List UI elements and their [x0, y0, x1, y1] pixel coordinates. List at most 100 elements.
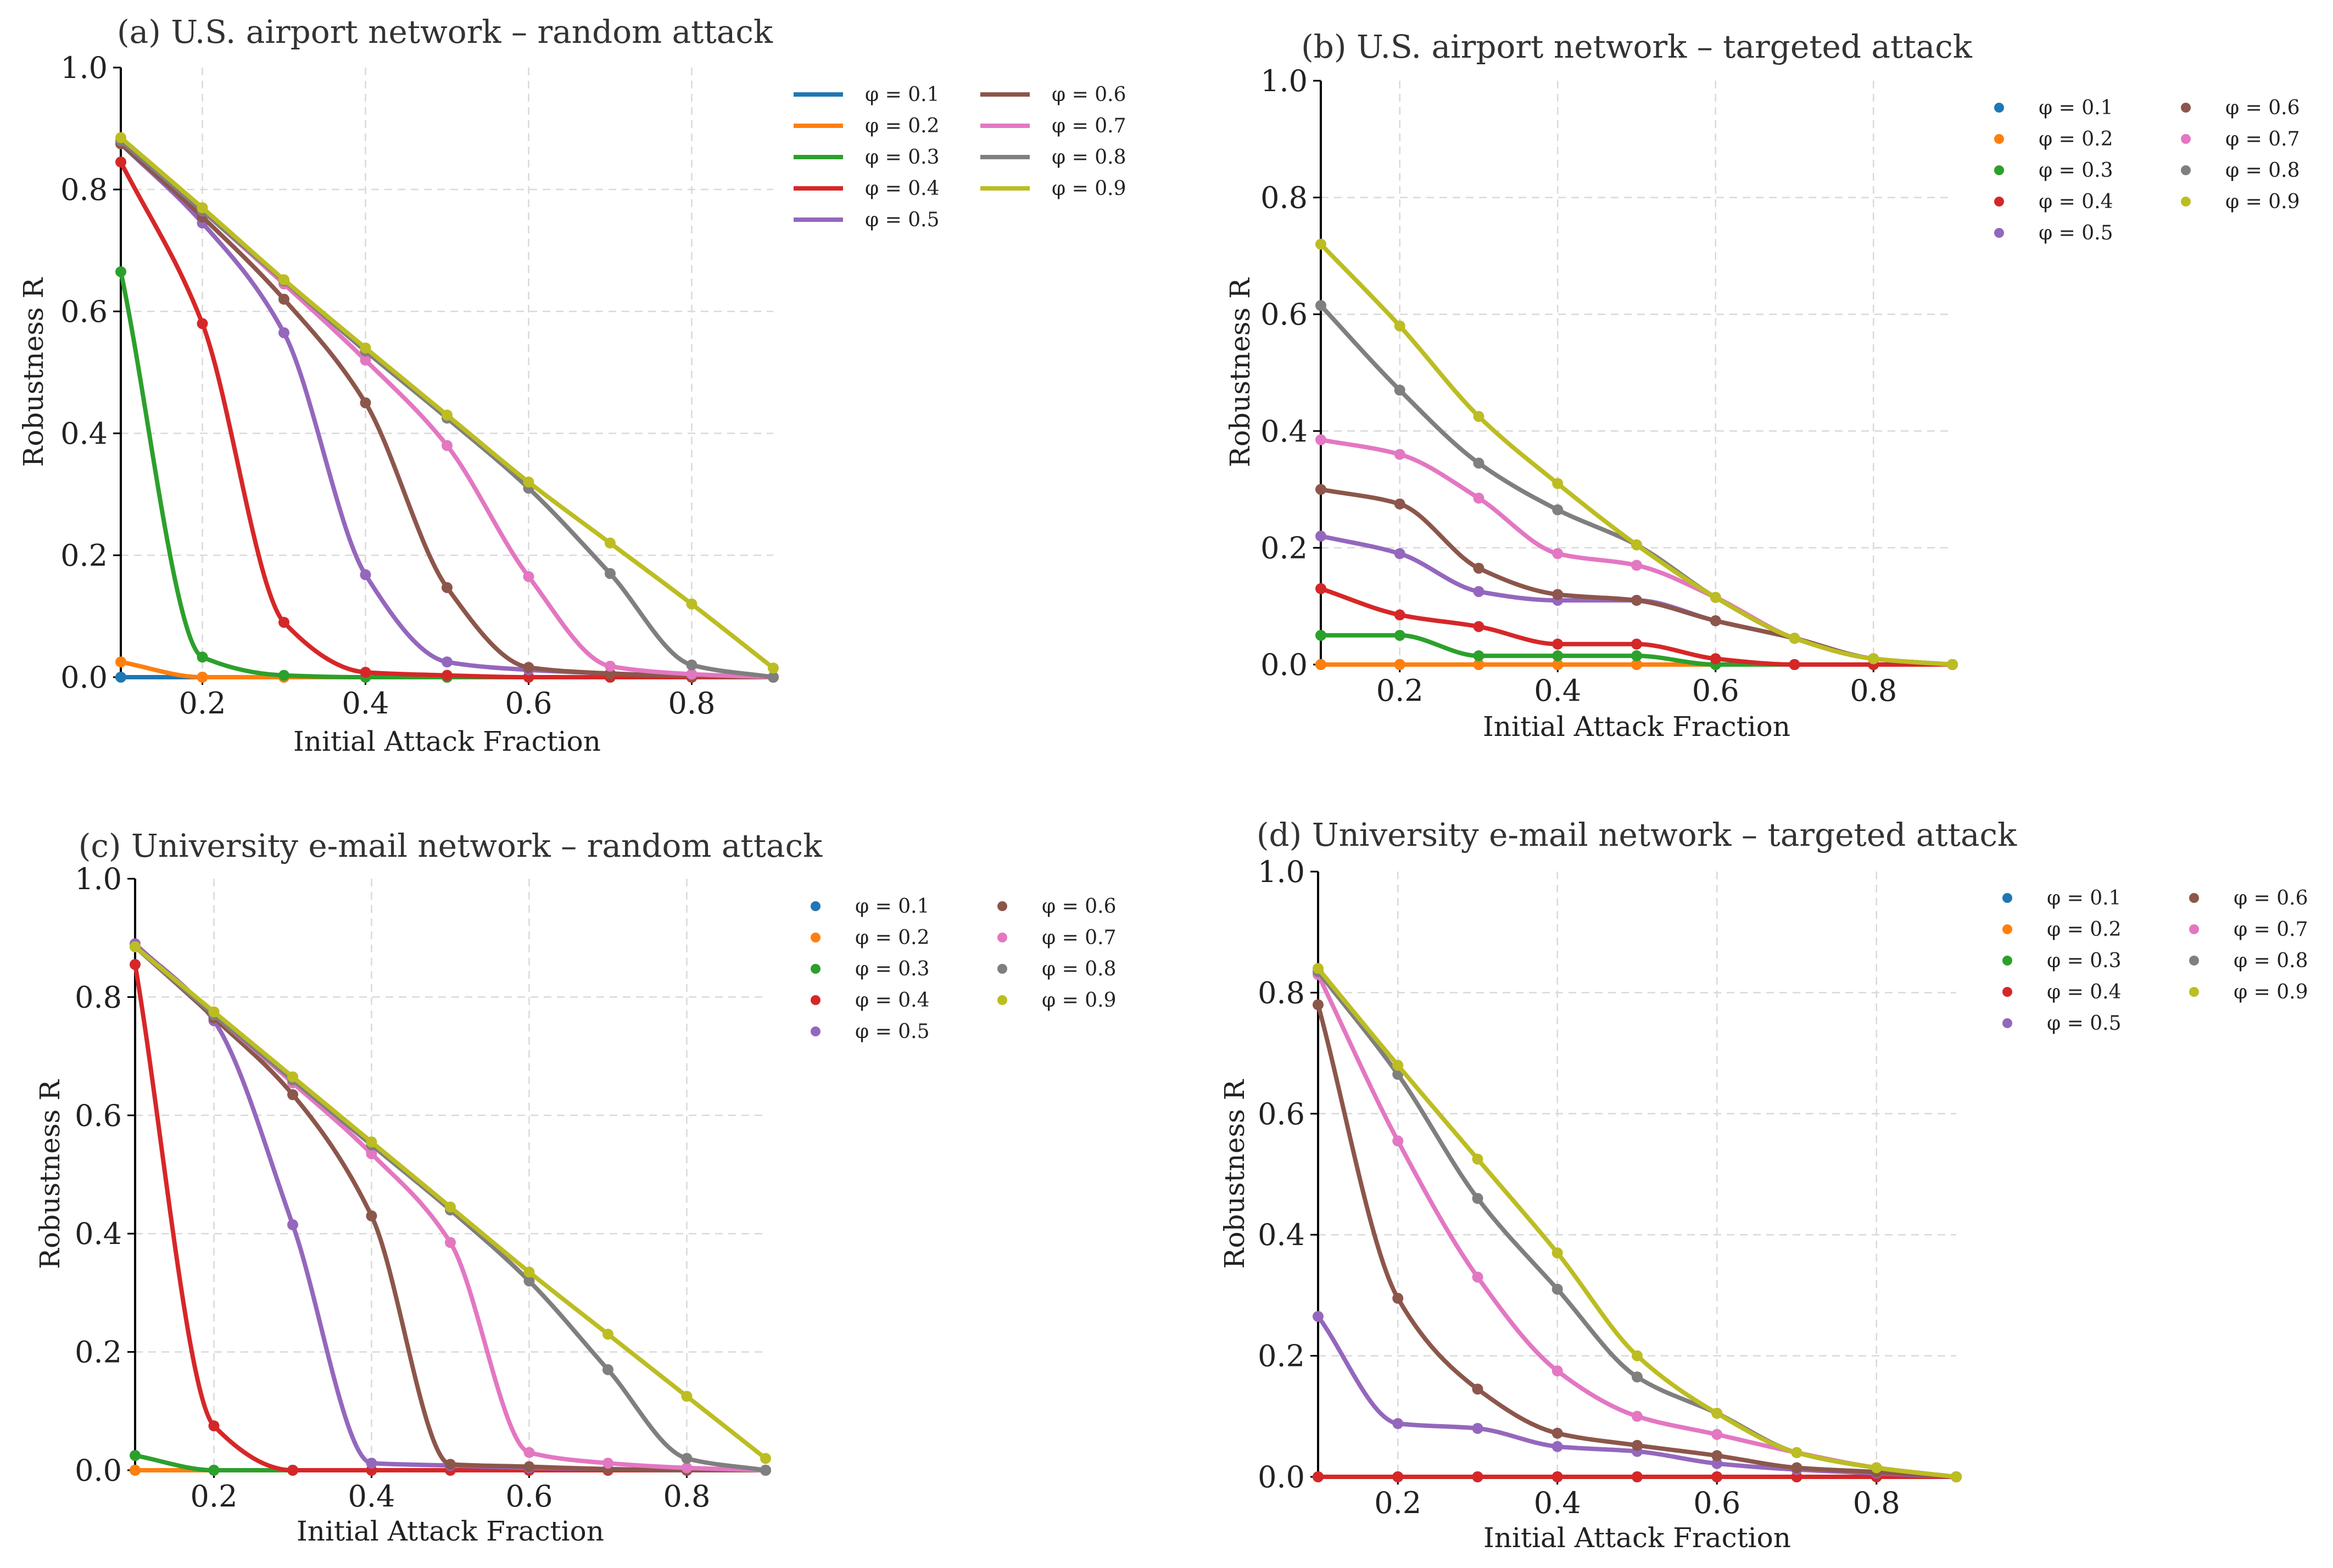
legend-swatch-dot: [997, 901, 1007, 911]
legend-entry-1: φ = 0.1: [2002, 887, 2122, 909]
legend-entry-3: φ = 0.3: [2002, 950, 2122, 972]
legend-entry-5: φ = 0.5: [811, 1020, 930, 1043]
legend-entry-6: φ = 0.6: [980, 83, 1126, 106]
y-tick-label: 0.0: [75, 1453, 122, 1488]
legend-entry-8: φ = 0.8: [980, 146, 1126, 169]
y-tick-label: 0.4: [60, 416, 108, 451]
data-point: [115, 157, 126, 168]
legend-swatch-dot: [2189, 956, 2199, 966]
y-tick-label: 1.0: [75, 862, 122, 896]
legend-label: φ = 0.8: [1042, 958, 1117, 980]
data-point: [1472, 1383, 1483, 1395]
legend-swatch-dot: [997, 933, 1007, 942]
legend-entry-9: φ = 0.9: [980, 177, 1126, 200]
series-line-7: [1316, 972, 1958, 1479]
data-point: [197, 672, 208, 683]
data-point: [1313, 999, 1324, 1011]
legend-entry-3: φ = 0.3: [811, 958, 930, 980]
data-point: [197, 202, 208, 214]
data-point: [686, 659, 697, 671]
series-line-8: [1316, 969, 1958, 1479]
data-point: [1632, 1371, 1643, 1383]
legend-entry-1: φ = 0.1: [811, 895, 930, 918]
legend-entry-4: φ = 0.4: [1994, 191, 2113, 213]
data-point: [115, 656, 126, 668]
data-point: [1472, 1271, 1483, 1283]
data-point: [523, 1447, 535, 1458]
data-point: [1551, 1247, 1563, 1259]
legend-label: φ = 0.3: [2047, 950, 2122, 972]
legend-swatch-dot: [811, 964, 821, 974]
data-point: [1394, 548, 1405, 560]
data-point: [602, 1458, 613, 1469]
y-tick-label: 0.4: [75, 1217, 122, 1251]
legend-swatch-dot: [2002, 893, 2012, 903]
legend-label: φ = 0.9: [1042, 989, 1117, 1012]
legend-label: φ = 0.7: [1052, 115, 1126, 137]
y-tick-label: 0.2: [1260, 531, 1308, 565]
data-point: [1315, 531, 1326, 542]
legend-label: φ = 0.6: [2234, 887, 2308, 909]
legend-swatch-dot: [811, 995, 821, 1005]
data-point: [360, 354, 371, 366]
data-point: [1711, 1450, 1723, 1461]
x-tick-label: 0.6: [1693, 1486, 1740, 1520]
legend-swatch-dot: [2002, 924, 2012, 934]
data-point: [360, 397, 371, 409]
x-tick-label: 0.2: [179, 686, 226, 721]
data-point: [1711, 1429, 1723, 1440]
legend-entry-6: φ = 0.6: [2189, 887, 2308, 909]
legend-swatch-dot: [2181, 165, 2191, 175]
data-point: [197, 318, 208, 330]
y-tick-label: 0.2: [75, 1335, 122, 1370]
x-tick-label: 0.6: [1692, 673, 1739, 708]
data-point: [1947, 659, 1958, 670]
y-tick-label: 1.0: [1258, 855, 1305, 889]
data-point: [278, 617, 289, 628]
data-point: [1789, 633, 1800, 644]
data-point: [1315, 300, 1326, 311]
legend-entry-2: φ = 0.2: [811, 927, 930, 949]
data-point: [360, 667, 371, 678]
legend-entry-4: φ = 0.4: [2002, 981, 2122, 1003]
legend-swatch-dot: [997, 995, 1007, 1005]
legend-label: φ = 0.4: [2039, 191, 2113, 213]
legend-entry-1: φ = 0.1: [1994, 97, 2113, 119]
data-point: [1631, 659, 1642, 670]
data-point: [115, 132, 126, 143]
data-point: [442, 582, 453, 593]
legend-entry-8: φ = 0.8: [2181, 159, 2300, 182]
data-point: [1632, 1350, 1643, 1361]
data-point: [1392, 1135, 1404, 1147]
series-line-4: [119, 160, 775, 680]
legend-label: φ = 0.5: [865, 209, 940, 231]
data-point: [366, 1210, 377, 1221]
data-point: [1632, 1410, 1643, 1422]
series-line-6: [1316, 1002, 1958, 1479]
x-tick-label: 0.8: [1850, 673, 1897, 708]
y-tick-label: 0.2: [60, 538, 108, 573]
data-point: [278, 274, 289, 286]
legend-label: φ = 0.4: [2047, 981, 2122, 1003]
legend-entry-1: φ = 0.1: [794, 83, 940, 106]
data-point: [1791, 1462, 1802, 1474]
data-point: [1394, 629, 1405, 641]
y-axis-label: Robustness R: [34, 1079, 66, 1269]
legend-entry-3: φ = 0.3: [1994, 159, 2113, 182]
y-tick-label: 0.8: [75, 980, 122, 1014]
series-line-6: [119, 141, 775, 679]
x-tick-label: 0.6: [505, 686, 552, 721]
legend-label: φ = 0.2: [2047, 918, 2122, 941]
data-point: [278, 669, 289, 681]
data-point: [278, 293, 289, 305]
series-line-8: [1319, 303, 1955, 667]
data-point: [130, 941, 141, 952]
chart-title: (b) U.S. airport network – targeted atta…: [1301, 28, 1973, 65]
data-point: [1392, 1418, 1404, 1430]
x-tick-label: 0.2: [1376, 673, 1424, 708]
legend: φ = 0.1 φ = 0.2 φ = 0.3 φ = 0.4 φ = 0.5 φ = 0…: [2002, 887, 2308, 1035]
legend-swatch-dot: [2181, 197, 2191, 207]
data-point: [1631, 638, 1642, 650]
data-point: [686, 668, 697, 680]
data-point: [681, 1462, 693, 1474]
